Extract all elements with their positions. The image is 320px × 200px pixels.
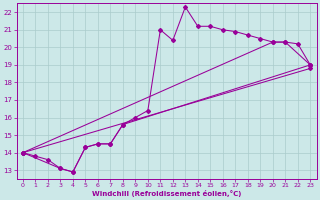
X-axis label: Windchill (Refroidissement éolien,°C): Windchill (Refroidissement éolien,°C) bbox=[92, 190, 241, 197]
